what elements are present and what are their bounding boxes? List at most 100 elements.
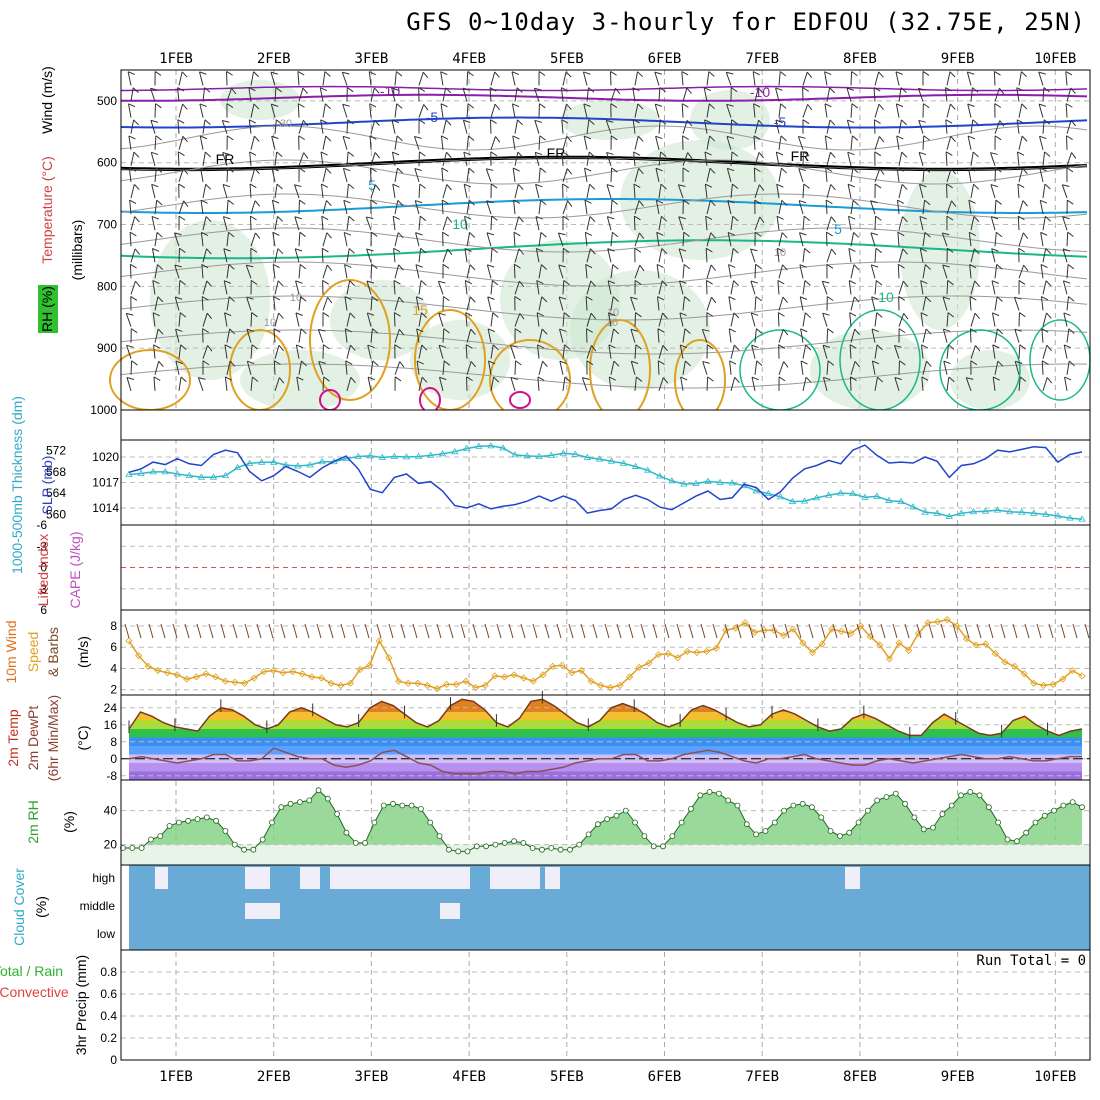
barb-flag	[1064, 376, 1072, 381]
barb-flag	[515, 360, 522, 366]
wind-barb	[394, 135, 403, 150]
barb-flag	[943, 328, 951, 332]
wind-barb	[226, 264, 235, 279]
barb-staff	[776, 216, 780, 231]
rh-point	[343, 829, 350, 836]
barb-flag	[994, 71, 1001, 76]
barb-flag	[272, 231, 280, 236]
barb-staff	[922, 232, 926, 247]
date-label-top: 6FEB	[648, 51, 682, 67]
barb-flag	[445, 119, 452, 126]
barb-staff	[802, 216, 805, 231]
barb-flag	[391, 119, 399, 124]
wind10m-barb	[268, 623, 274, 639]
barb-staff	[870, 200, 876, 215]
wind-barb	[800, 328, 808, 343]
barb-flag	[510, 344, 518, 348]
barb-flag	[513, 199, 521, 204]
wind-barb	[298, 328, 307, 343]
wind-barb	[1042, 248, 1052, 263]
wind10m-barb	[1000, 623, 1006, 639]
ylabel-cloud-cover: Cloud Cover	[11, 868, 27, 946]
barb-staff	[1016, 87, 1020, 102]
wind10m-point	[298, 670, 306, 678]
barb-staff	[130, 152, 135, 166]
wind-barb	[1061, 184, 1070, 199]
wind-barb	[130, 280, 141, 295]
temp-ytick: 0	[110, 752, 117, 766]
contour-label: -5	[426, 109, 439, 125]
barb-flag	[897, 199, 905, 204]
barb-flag	[415, 200, 423, 204]
wind-barb	[466, 361, 477, 375]
barb-staff	[922, 264, 926, 279]
wind-barb	[802, 280, 811, 295]
barb-staff	[994, 120, 1001, 134]
barb-staff	[442, 328, 445, 343]
wind-barb	[802, 376, 812, 391]
wind-barb	[221, 119, 230, 134]
barb-flag	[464, 247, 472, 252]
rh-point	[632, 819, 638, 826]
wind-barb	[130, 216, 140, 231]
barb-flag	[656, 199, 664, 204]
barb-flag	[660, 151, 667, 157]
wind-barb	[632, 87, 640, 102]
barb-staff	[126, 377, 132, 391]
barb-flag	[606, 120, 614, 123]
barb-flag	[800, 360, 808, 365]
barb-flag	[967, 71, 975, 75]
thickness-point	[1030, 509, 1038, 516]
barb-flag	[584, 199, 592, 204]
wind-barb	[274, 280, 284, 295]
barb-staff	[366, 248, 372, 263]
barb-staff	[490, 104, 496, 118]
wind-barb	[513, 231, 521, 247]
barb-flag	[918, 151, 927, 156]
thickness-point	[704, 477, 712, 484]
barb-flag	[662, 377, 669, 384]
wind-barb	[1013, 296, 1022, 311]
barb-flag	[559, 360, 567, 365]
barb-staff	[994, 200, 997, 215]
barb-staff	[586, 345, 592, 359]
barb-staff	[730, 248, 734, 263]
barb-staff	[850, 232, 855, 247]
barb-staff	[634, 264, 641, 279]
barb-flag	[707, 344, 714, 350]
barb-flag	[563, 247, 570, 253]
barb-staff	[942, 296, 948, 311]
wind-barb	[1066, 263, 1075, 279]
barb-staff	[178, 168, 184, 183]
wind-barb	[250, 247, 258, 263]
wind10m-point	[481, 681, 489, 690]
wind-barb	[1066, 152, 1077, 166]
barb-flag	[702, 328, 710, 332]
barb-staff	[990, 216, 996, 231]
barb-flag	[898, 328, 906, 334]
barb-staff	[130, 248, 136, 263]
wind10m-barb	[376, 623, 382, 639]
barb-staff	[273, 328, 276, 343]
barb-flag	[273, 328, 281, 333]
wind-barb	[822, 376, 831, 391]
barb-staff	[536, 280, 540, 295]
wind-barb	[826, 216, 837, 231]
barb-flag	[229, 328, 236, 335]
wind-barb	[873, 87, 881, 102]
barb-staff	[728, 296, 732, 311]
wind10m-barb	[652, 623, 658, 639]
barb-flag	[150, 87, 158, 91]
barb-flag	[468, 199, 475, 206]
barb-staff	[393, 280, 396, 295]
precip-panel: Run Total = 0	[121, 953, 1090, 1061]
temp-band	[129, 746, 1082, 755]
barb-staff	[802, 248, 806, 263]
rh-point	[492, 841, 499, 848]
barb-staff	[943, 361, 948, 375]
barb-flag	[992, 344, 1000, 349]
wind-barb	[126, 344, 134, 359]
barb-staff	[704, 119, 708, 134]
wind-barb	[898, 216, 908, 231]
barb-staff	[558, 264, 564, 279]
